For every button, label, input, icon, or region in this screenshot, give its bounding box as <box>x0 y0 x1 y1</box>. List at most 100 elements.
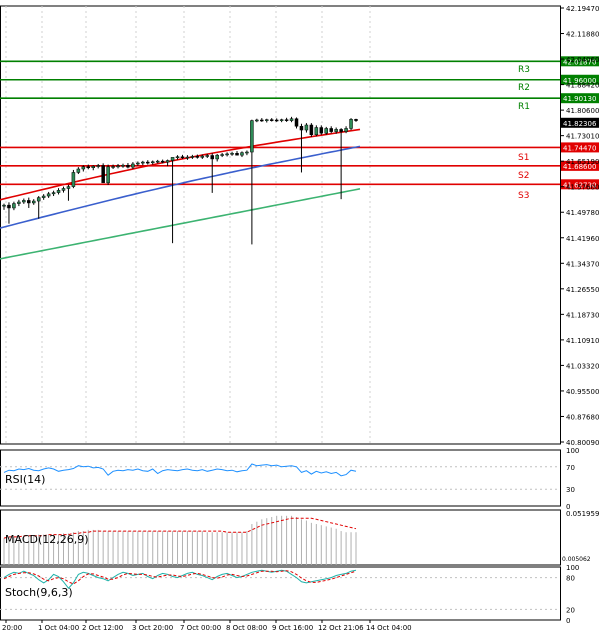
candle <box>71 169 76 189</box>
y-tick-label: 40.95500 <box>566 388 599 396</box>
x-tick-label: 8 Oct 08:00 <box>226 624 267 632</box>
candle <box>131 162 135 170</box>
candle <box>111 164 115 170</box>
candle <box>36 196 41 219</box>
candle <box>235 151 239 156</box>
candle-body <box>86 166 91 169</box>
candle <box>279 118 284 123</box>
candle-body <box>116 165 120 168</box>
stoch-level-label: 100 <box>566 564 579 572</box>
candle <box>2 203 6 210</box>
candle <box>314 125 319 137</box>
candle-body <box>2 204 6 207</box>
candle-body <box>41 195 46 198</box>
candle <box>180 154 185 159</box>
rsi-level-label: 100 <box>566 447 579 455</box>
level-name-s3: S3 <box>518 191 529 201</box>
candle-body <box>76 168 81 173</box>
candle-body <box>240 152 244 156</box>
y-tick-label: 42.11880 <box>566 31 599 39</box>
candle <box>165 159 170 167</box>
y-tick-label: 41.65190 <box>566 158 599 166</box>
candle-body <box>200 155 205 158</box>
candle-body <box>190 156 195 158</box>
candle <box>12 201 16 211</box>
stoch-signal-line <box>3 570 357 585</box>
rsi-label: RSI(14) <box>5 473 45 486</box>
candle-body <box>27 200 31 204</box>
candle <box>121 163 125 168</box>
candle <box>205 153 210 159</box>
candle <box>155 159 160 164</box>
candle <box>215 153 219 162</box>
candle-body <box>150 161 155 164</box>
candle <box>31 199 36 205</box>
candle <box>7 202 11 224</box>
candle <box>51 190 56 197</box>
candle <box>136 161 140 166</box>
level-price-label: 41.90130 <box>563 95 596 103</box>
rsi-level-label: 0 <box>566 503 570 511</box>
candle <box>240 151 244 158</box>
candle <box>160 159 165 164</box>
x-tick-label: 3 Oct 20:00 <box>132 624 173 632</box>
candle <box>274 118 279 122</box>
level-name-s1: S1 <box>518 153 529 163</box>
main-panel-frame <box>0 5 561 445</box>
candle-body <box>225 153 229 156</box>
candle-body <box>334 129 338 132</box>
level-price-label: 41.96000 <box>563 77 596 85</box>
candle-body <box>289 118 294 121</box>
y-tick-label: 40.80090 <box>566 439 599 447</box>
candle <box>265 118 269 123</box>
candle <box>284 117 289 122</box>
y-tick-label: 41.03320 <box>566 362 599 370</box>
level-name-r3: R3 <box>518 65 530 75</box>
rsi-line <box>3 463 357 477</box>
x-tick-label: 1 Oct 04:00 <box>38 624 79 632</box>
y-tick-label: 41.34370 <box>566 260 599 268</box>
candle-body <box>349 119 353 129</box>
candle <box>150 160 155 165</box>
level-price-box <box>561 93 599 104</box>
candle-body <box>136 162 140 165</box>
y-tick-label: 41.57600 <box>566 184 599 192</box>
candle <box>27 197 31 208</box>
candle-body <box>294 118 299 127</box>
macd-top-label: 0.051959 <box>566 510 599 518</box>
candle <box>141 160 145 166</box>
rsi-level-label: 70 <box>566 464 575 472</box>
candle-body <box>141 161 145 164</box>
level-price-label: 41.74470 <box>563 144 596 152</box>
macd-panel-frame <box>0 509 561 566</box>
candle-body <box>66 186 71 189</box>
candle <box>86 164 91 170</box>
current-price-box <box>561 117 599 128</box>
candle-body <box>255 119 259 122</box>
candle <box>91 165 95 171</box>
candle-body <box>329 128 333 132</box>
macd-label: MACD(12,26,9) <box>5 533 89 546</box>
candle <box>195 154 200 159</box>
candle <box>349 118 353 131</box>
candle-body <box>185 156 190 159</box>
candle-body <box>299 126 304 131</box>
level-price-box <box>561 142 599 153</box>
candle-body <box>230 153 234 155</box>
candle <box>81 165 86 172</box>
ma-green-line <box>0 188 361 260</box>
stoch-level-label: 80 <box>566 575 575 583</box>
candle-body <box>344 128 348 132</box>
level-price-box <box>561 160 599 171</box>
stoch-label: Stoch(9,6,3) <box>5 586 73 599</box>
candle-body <box>354 119 358 121</box>
candle <box>334 127 338 134</box>
candle-body <box>314 127 319 135</box>
candle-body <box>339 129 343 132</box>
candle <box>329 126 333 134</box>
candle <box>146 160 150 165</box>
y-tick-label: 41.41960 <box>566 235 599 243</box>
level-name-s2: S2 <box>518 171 529 181</box>
macd-bottom-label: 0.005062 <box>562 556 591 563</box>
